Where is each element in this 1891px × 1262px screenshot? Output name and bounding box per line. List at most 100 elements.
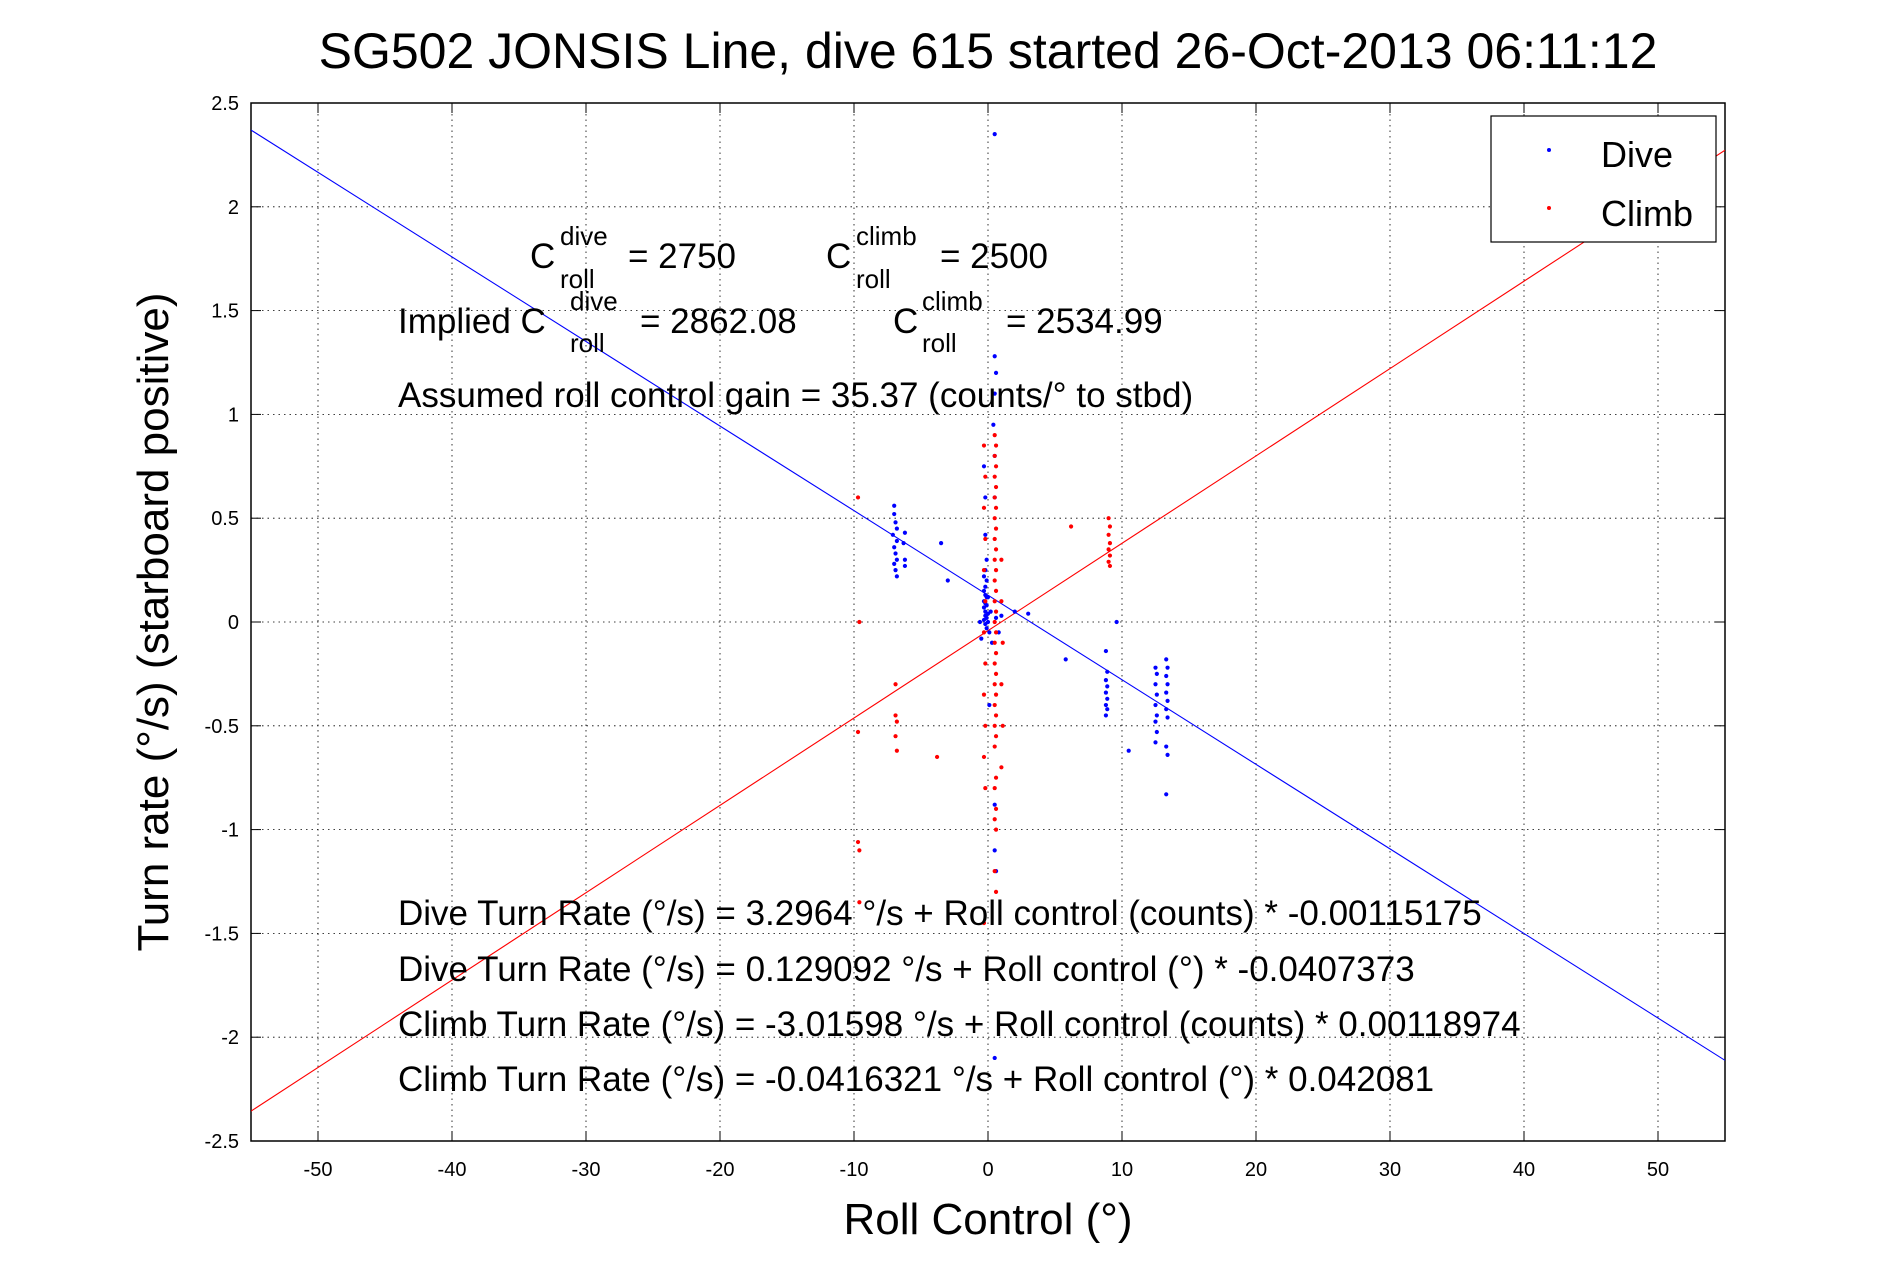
legend-box: [1490, 115, 1717, 243]
climb-point: [1106, 547, 1111, 552]
climb-point: [993, 547, 999, 552]
dive-point: [890, 532, 895, 537]
climb-point: [993, 588, 999, 593]
x-tick-label: -40: [438, 1159, 467, 1181]
x-tick-label: 40: [1513, 1159, 1535, 1181]
dive-point: [987, 630, 992, 635]
dive-point: [1153, 702, 1158, 708]
climb-point: [1000, 723, 1005, 728]
climb-point: [981, 754, 987, 760]
dive-point: [894, 574, 899, 579]
dive-point: [892, 561, 897, 566]
climb-point: [999, 765, 1004, 770]
climb-point: [999, 682, 1004, 687]
gain-annotation: Assumed roll control gain = 35.37 (count…: [398, 376, 1193, 415]
x-tick-label: 50: [1647, 1159, 1669, 1181]
implied-prefix: Implied C: [398, 302, 546, 341]
climb-point: [993, 671, 999, 677]
dive-point: [1164, 792, 1169, 797]
dive-point: [1103, 690, 1109, 695]
implied-climb-value: = 2534.99: [1006, 302, 1163, 341]
dive-point: [981, 605, 987, 610]
x-tick-label: -30: [572, 1159, 601, 1181]
climb-point: [893, 713, 898, 718]
climb-point: [992, 785, 997, 791]
climb-point: [1106, 559, 1111, 564]
climb-point: [983, 785, 988, 791]
dive-point: [1154, 713, 1159, 718]
dive-point: [939, 541, 944, 546]
axis-ticks: -50 -40 -30 -20 -10 0 10 20 30 40 50-2.5-2-1.5-1-0…: [205, 93, 1725, 1181]
climb-point: [983, 599, 988, 604]
dive-point: [1103, 713, 1109, 718]
dive-point: [893, 551, 898, 556]
dive-point: [977, 619, 983, 625]
dive-point: [1164, 690, 1169, 695]
climb-point: [1107, 553, 1113, 558]
climb-eq-counts: Climb Turn Rate (°/s) = -3.01598 °/s + R…: [398, 1005, 1521, 1044]
dive-point: [1105, 684, 1110, 689]
dive-point: [1103, 648, 1109, 654]
implied-climb-sub: roll: [922, 328, 957, 358]
x-axis-label: Roll Control (°): [844, 1195, 1133, 1244]
dive-point: [1126, 748, 1131, 753]
climb-point: [894, 719, 899, 724]
dive-point: [1165, 698, 1170, 703]
climb-point: [992, 744, 997, 749]
climb-point: [993, 775, 999, 780]
dive-point: [1154, 729, 1159, 735]
climb-point: [981, 505, 987, 510]
x-tick-label: -10: [840, 1159, 869, 1181]
y-tick-label: -1: [221, 820, 239, 842]
implied-dive-annotation: Implied C dive roll = 2862.08: [398, 286, 797, 358]
y-tick-label: -2: [221, 1027, 239, 1049]
x-tick-label: -20: [706, 1159, 735, 1181]
dive-point: [893, 520, 898, 525]
x-tick-label: 30: [1379, 1159, 1401, 1181]
climb-point: [993, 443, 999, 448]
dive-point: [983, 495, 988, 500]
dive-point: [992, 354, 997, 359]
dive-point: [1153, 740, 1158, 745]
climb-point: [855, 729, 861, 735]
climb-point: [894, 748, 899, 753]
climb-point: [857, 848, 862, 853]
chart-title: SG502 JONSIS Line, dive 615 started 26-O…: [319, 23, 1658, 79]
dive-point: [984, 578, 989, 583]
dive-point: [894, 538, 899, 544]
climb-point: [992, 453, 997, 459]
climb-point: [992, 474, 997, 479]
climb-point: [934, 754, 940, 760]
climb-point: [992, 599, 997, 604]
legend-dive-label: Dive: [1601, 134, 1673, 175]
x-tick-label: 20: [1245, 1159, 1267, 1181]
dive-point: [999, 613, 1004, 618]
climb-point: [857, 900, 862, 905]
dive-point: [992, 802, 997, 807]
c-dive-sup: dive: [560, 221, 608, 251]
climb-point: [992, 640, 997, 645]
dive-point: [894, 557, 899, 562]
c-dive-sub: roll: [560, 264, 595, 294]
climb-point: [993, 526, 999, 531]
dive-point: [1105, 696, 1110, 701]
climb-point: [855, 839, 861, 845]
y-tick-label: 0.5: [211, 508, 239, 530]
climb-point: [983, 661, 988, 666]
c-climb-value: = 2500: [940, 237, 1048, 276]
climb-point: [993, 806, 999, 811]
climb-point: [993, 734, 999, 739]
dive-point: [1164, 744, 1169, 749]
climb-point: [992, 869, 997, 874]
climb-point: [992, 619, 997, 625]
climb-point: [1107, 524, 1113, 529]
dive-point: [981, 464, 987, 469]
c-dive-value: = 2750: [628, 237, 736, 276]
climb-point: [992, 723, 997, 728]
climb-point: [992, 702, 997, 708]
climb-point: [993, 692, 999, 697]
climb-point: [993, 505, 999, 510]
dive-point: [981, 574, 987, 579]
climb-point: [983, 723, 988, 728]
dive-point: [1164, 657, 1169, 662]
